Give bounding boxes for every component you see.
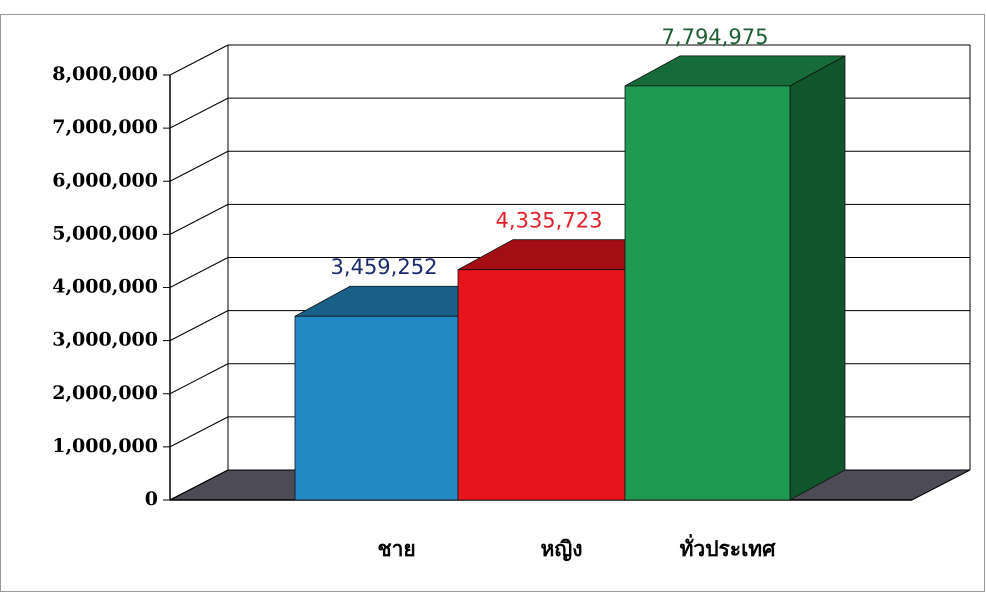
- grid-line: [169, 469, 229, 501]
- y-tick-label: 3,000,000: [52, 329, 158, 351]
- grid-line: [169, 310, 229, 342]
- y-tick-label: 0: [145, 488, 158, 510]
- bar: [457, 269, 626, 501]
- y-tick-label: 5,000,000: [52, 222, 158, 244]
- y-tick-label: 7,000,000: [52, 116, 158, 138]
- bar-side: [789, 55, 846, 501]
- grid-line: [169, 416, 229, 448]
- y-tick-label: 4,000,000: [52, 276, 158, 298]
- bar: [624, 85, 791, 501]
- x-tick-label: หญิง: [541, 537, 583, 562]
- value-label: 4,335,723: [496, 209, 603, 233]
- y-tick-label: 2,000,000: [52, 382, 158, 404]
- bar: [294, 315, 459, 501]
- grid-line: [169, 97, 229, 129]
- grid-line: [169, 363, 229, 395]
- y-tick-label: 6,000,000: [52, 169, 158, 191]
- grid-line: [169, 203, 229, 235]
- grid-line: [169, 150, 229, 182]
- x-tick-label: ชาย: [377, 537, 415, 561]
- value-label: 3,459,252: [331, 255, 438, 279]
- value-label: 7,794,975: [662, 25, 769, 49]
- y-tick-label: 1,000,000: [52, 435, 158, 457]
- grid-line: [169, 44, 229, 76]
- grid-line: [169, 257, 229, 288]
- y-tick-label: 8,000,000: [52, 63, 158, 85]
- x-tick-label: ทั่วประเทศ: [680, 533, 777, 561]
